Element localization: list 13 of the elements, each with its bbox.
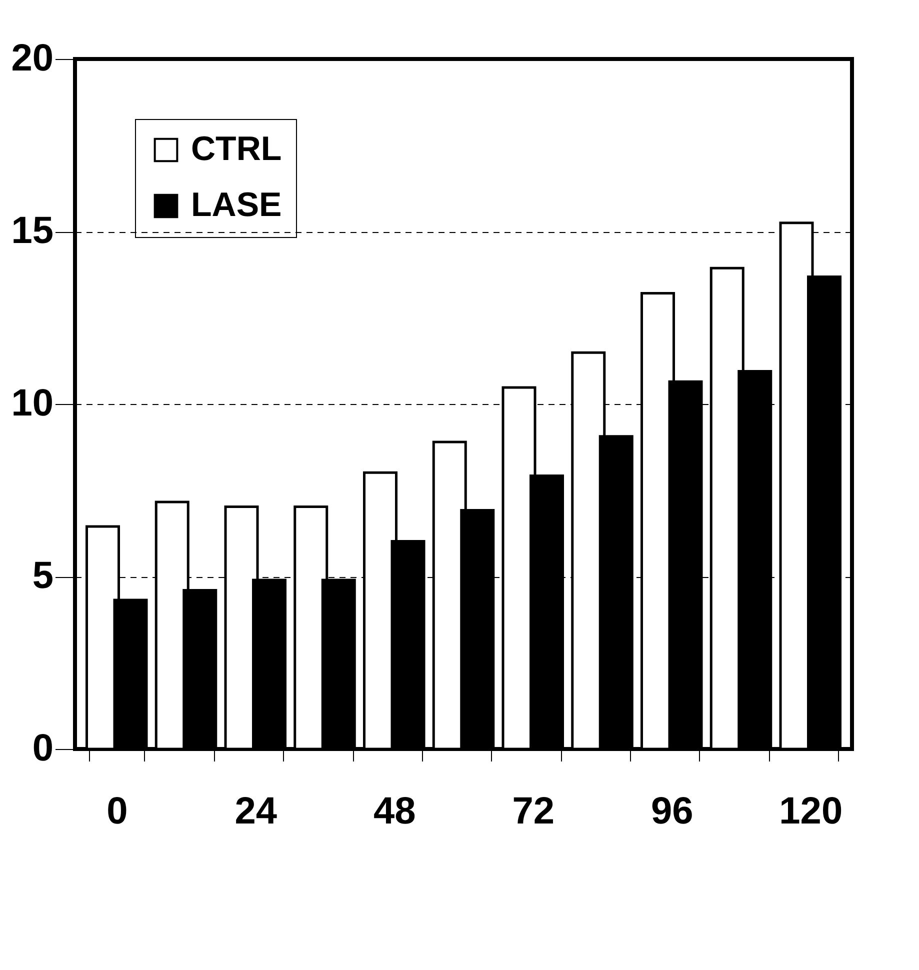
x-tick-label: 0 xyxy=(106,790,128,832)
legend-label: LASE xyxy=(191,186,282,224)
x-tick-label: 96 xyxy=(650,790,694,832)
x-tick-label: 120 xyxy=(779,790,843,832)
x-tick-label: 48 xyxy=(373,790,416,832)
legend-label: CTRL xyxy=(191,130,282,168)
y-tick-label: 5 xyxy=(32,555,54,597)
y-tick-label: 0 xyxy=(32,728,54,770)
y-tick-label: 15 xyxy=(11,210,54,252)
x-tick-label: 24 xyxy=(234,790,278,832)
x-tick-label: 72 xyxy=(512,790,555,832)
y-tick-label: 20 xyxy=(11,38,54,80)
y-tick-label: 10 xyxy=(11,382,54,424)
